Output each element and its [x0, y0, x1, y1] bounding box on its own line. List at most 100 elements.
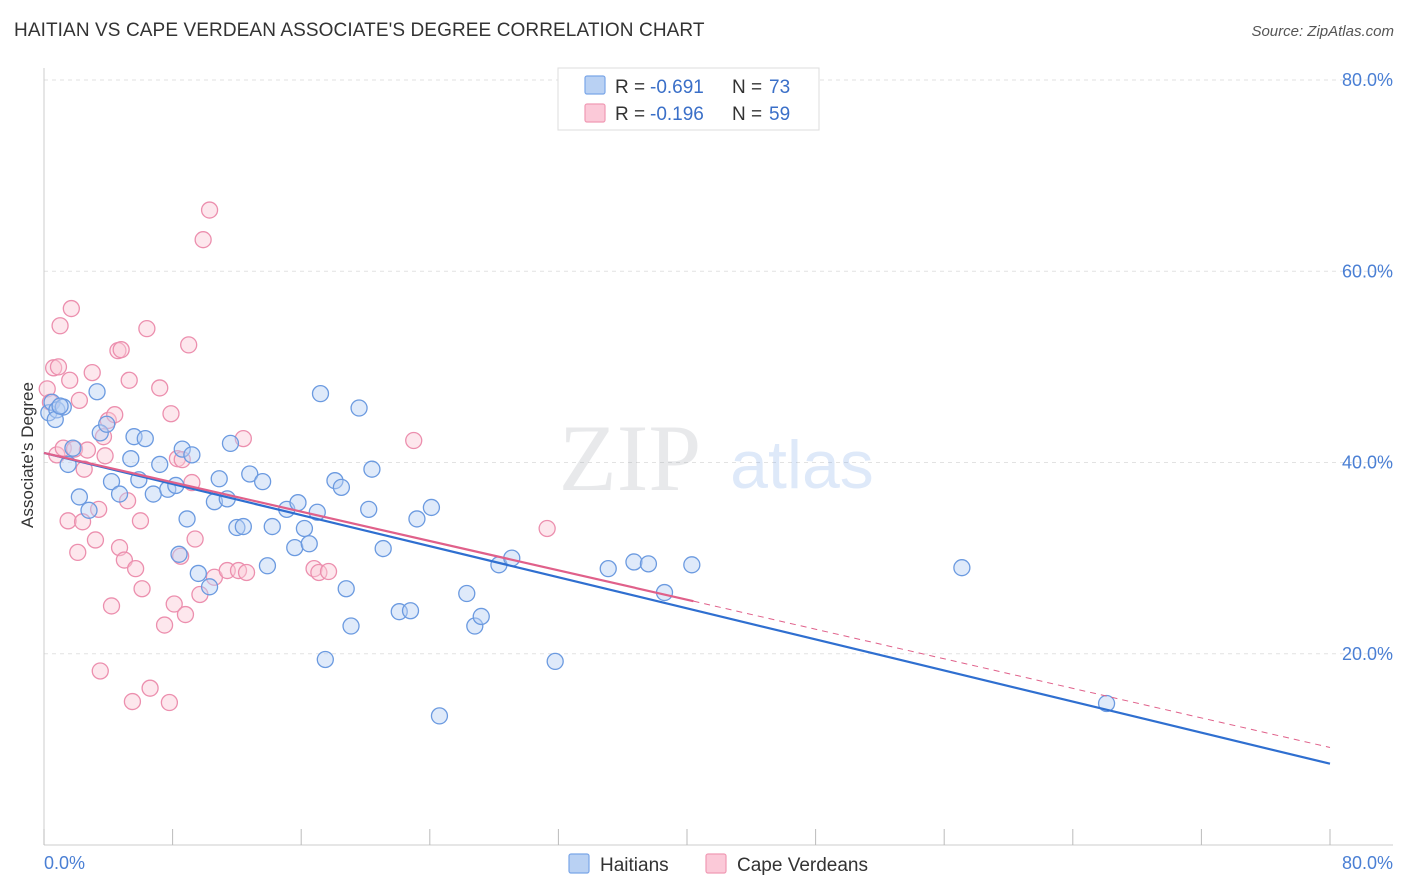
haitian-point — [466, 617, 484, 635]
haitian-point — [300, 535, 318, 553]
haitian-point — [337, 580, 355, 598]
y-tick-label: 80.0% — [1342, 70, 1393, 90]
haitian-point — [401, 602, 420, 620]
cape-verdean-point — [138, 319, 156, 338]
cape-verdean-point — [162, 405, 180, 423]
haitian-point — [70, 488, 89, 506]
haitian-point — [326, 472, 344, 490]
haitian-point — [228, 518, 246, 537]
haitian-point — [295, 519, 314, 538]
haitian-point — [953, 559, 971, 577]
legend-n-value-haitians: 73 — [769, 77, 790, 98]
haitian-point — [408, 510, 426, 528]
correlation-legend: R = -0.691 N = 73 R = -0.196 N = 59 — [557, 67, 820, 131]
cape-verdean-point — [51, 317, 69, 335]
trend-lines — [43, 451, 1331, 765]
cape-verdean-point — [69, 543, 87, 562]
haitian-point — [241, 465, 259, 483]
haitian-point — [360, 500, 378, 519]
cape-verdean-point — [86, 531, 105, 549]
haitians-points — [40, 383, 1116, 725]
legend-r-label-cape-verdeans: R = — [615, 104, 645, 125]
legend-r-label-haitians: R = — [615, 77, 645, 98]
haitian-point — [546, 652, 564, 671]
legend-swatch-cape-verdeans — [584, 103, 606, 123]
haitian-point — [350, 399, 368, 417]
source-label: Source: ZipAtlas.com — [1251, 23, 1394, 40]
haitians-trendline-0 — [43, 451, 1331, 765]
haitian-point — [639, 555, 658, 573]
haitian-point — [472, 607, 490, 626]
haitian-point — [122, 450, 140, 468]
haitian-point — [170, 545, 188, 563]
haitian-point — [286, 538, 304, 557]
cape-verdean-point — [123, 692, 142, 711]
cape-verdean-point — [160, 693, 179, 712]
bottom-legend-cape-verdeans: Cape Verdeans — [737, 855, 868, 876]
bottom-legend-swatch-cape-verdeans — [705, 853, 727, 874]
legend-swatch-haitians — [584, 75, 606, 95]
cape-verdean-point — [78, 441, 97, 459]
y-tick-label: 40.0% — [1342, 453, 1393, 473]
haitian-point — [599, 559, 617, 578]
cape-verdean-point — [120, 371, 138, 389]
cape-verdean-point — [133, 580, 151, 598]
legend-r-value-cape-verdeans: -0.196 — [650, 104, 704, 125]
haitian-point — [178, 510, 196, 528]
watermark-zip: ZIP — [559, 405, 702, 511]
cape-verdean-point — [405, 431, 423, 450]
haitian-point — [683, 556, 701, 574]
cape-verdean-point — [91, 662, 109, 680]
cape-verdean-point — [141, 679, 159, 697]
cape-verdean-point — [83, 363, 101, 382]
cape-verdean-point — [62, 299, 80, 318]
cape-verdean-point — [194, 231, 212, 249]
haitian-point — [625, 553, 643, 571]
cape-verdean-point — [186, 530, 204, 548]
haitian-point — [316, 650, 334, 669]
haitian-point — [91, 424, 109, 442]
cape-verdean-point — [176, 605, 195, 624]
cape-verdean-point — [151, 379, 169, 397]
haitian-point — [311, 384, 330, 403]
haitian-point — [332, 478, 351, 497]
watermark-atlas: atlas — [730, 427, 874, 503]
cape-verdean-point — [155, 616, 174, 634]
y-tick-label: 20.0% — [1342, 644, 1393, 664]
cape-verdean-point — [49, 358, 68, 376]
bottom-legend-swatch-haitians — [568, 853, 590, 874]
haitian-point — [51, 397, 69, 415]
cape-verdean-point — [319, 562, 338, 581]
cape-verdean-point — [538, 519, 556, 538]
cape-verdean-point — [131, 512, 150, 530]
cape-verdean-point — [237, 563, 256, 582]
haitian-point — [46, 410, 64, 429]
cape-verdeans-trendline-2 — [693, 600, 1331, 748]
haitian-point — [253, 472, 272, 491]
series-legend: Haitians Cape Verdeans — [568, 853, 868, 876]
haitian-point — [102, 472, 121, 491]
haitian-point — [88, 383, 106, 401]
haitian-point — [263, 517, 281, 536]
cape-verdeans-trendline-1 — [43, 451, 694, 603]
axes — [43, 68, 1393, 846]
cape-verdeans-points — [38, 201, 556, 712]
tick-labels: 20.0% 40.0% 60.0% 80.0% 0.0% 80.0% — [44, 70, 1393, 873]
haitian-point — [1097, 694, 1116, 713]
cape-verdean-point — [61, 371, 79, 389]
cape-verdean-point — [112, 341, 130, 359]
cape-verdean-point — [38, 380, 56, 398]
haitian-point — [363, 460, 381, 478]
cape-verdean-point — [102, 597, 121, 615]
x-tick-label-min: 0.0% — [44, 853, 85, 873]
haitian-point — [200, 578, 219, 596]
cape-verdean-point — [200, 201, 219, 219]
haitian-point — [430, 707, 449, 725]
haitian-point — [144, 485, 162, 503]
haitian-point — [234, 517, 252, 536]
haitian-point — [210, 470, 228, 488]
haitian-point — [110, 485, 129, 503]
haitian-point — [151, 455, 169, 474]
watermark: ZIP atlas — [559, 405, 874, 511]
cape-verdean-point — [180, 336, 198, 354]
